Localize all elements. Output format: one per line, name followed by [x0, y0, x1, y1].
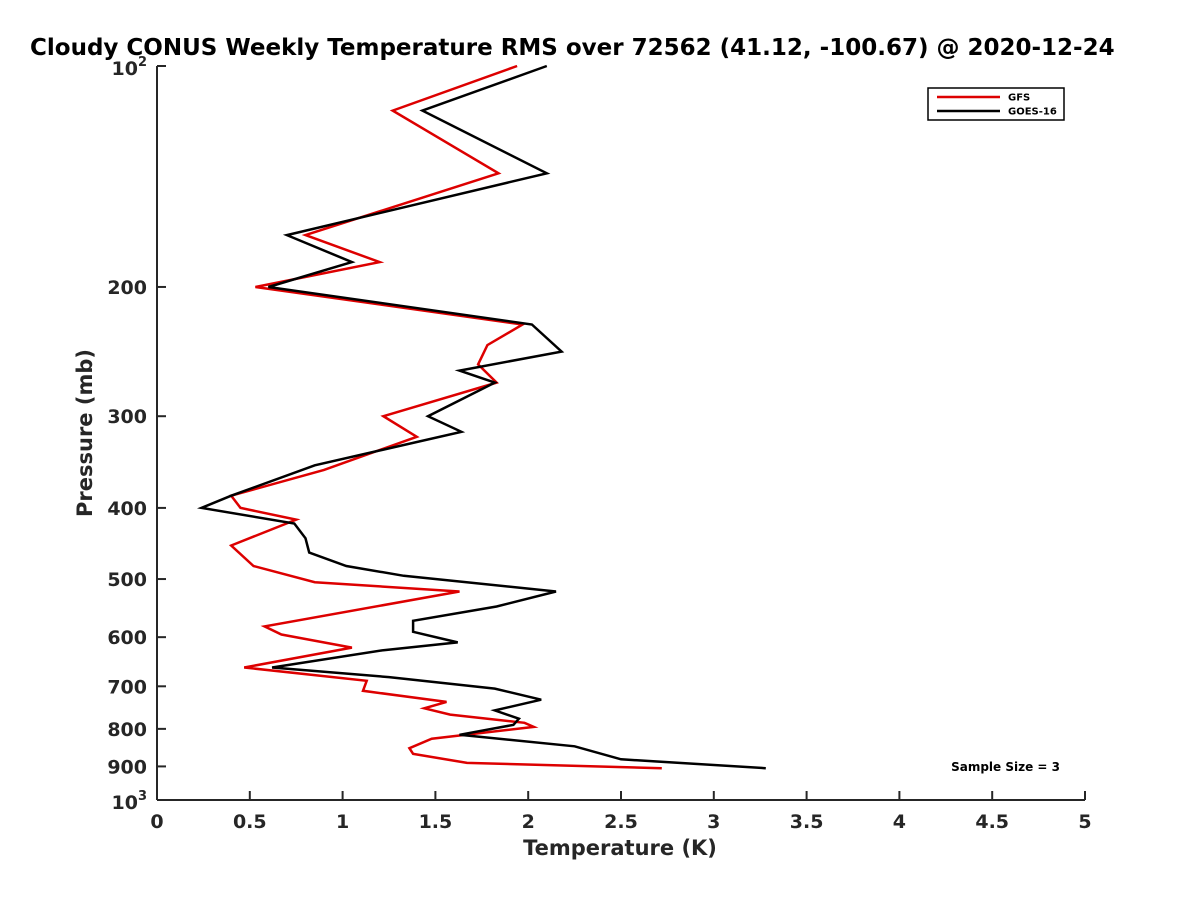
- x-axis-label: Temperature (K): [523, 836, 717, 860]
- axes: 0 0.5 1 1.5 2 2.5 3 3.5 4 4.5 5 200 300 400 500 600 700 8…: [107, 55, 1091, 833]
- y-tick-label: 500: [107, 569, 147, 591]
- y-tick-label: 300: [107, 406, 147, 428]
- x-tick-label: 4: [893, 811, 906, 833]
- sample-size-annotation: Sample Size = 3: [951, 760, 1060, 774]
- legend: GFS GOES-16: [927, 87, 1065, 121]
- y-tick-label: 102: [112, 55, 148, 80]
- series-line-goes-16: [196, 64, 766, 770]
- plot-area: [196, 64, 766, 770]
- tick-base: 10: [112, 58, 138, 80]
- x-tick-label: 0.5: [233, 811, 267, 833]
- series-line-gfs: [228, 64, 662, 770]
- x-tick-label: 0: [150, 811, 163, 833]
- y-tick-label: 200: [107, 277, 147, 299]
- legend-label: GOES-16: [1008, 107, 1057, 118]
- chart-title: Cloudy CONUS Weekly Temperature RMS over…: [30, 35, 1115, 61]
- x-tick-label: 3: [707, 811, 720, 833]
- y-tick-label: 900: [107, 756, 147, 778]
- y-axis-label: Pressure (mb): [73, 349, 97, 517]
- y-tick-label: 600: [107, 627, 147, 649]
- y-tick-label: 103: [112, 789, 148, 814]
- y-tick-label: 400: [107, 498, 147, 520]
- legend-label: GFS: [1008, 93, 1030, 104]
- x-tick-label: 3.5: [790, 811, 824, 833]
- y-tick-label: 700: [107, 676, 147, 698]
- tick-exponent: 3: [138, 789, 147, 804]
- legend-box: [927, 87, 1065, 121]
- y-tick-label: 800: [107, 719, 147, 741]
- x-tick-label: 4.5: [975, 811, 1009, 833]
- tick-base: 10: [112, 792, 138, 814]
- x-tick-label: 1.5: [419, 811, 453, 833]
- x-tick-label: 2.5: [604, 811, 638, 833]
- x-tick-label: 2: [522, 811, 535, 833]
- x-tick-label: 5: [1078, 811, 1091, 833]
- tick-exponent: 2: [138, 55, 147, 70]
- x-tick-label: 1: [336, 811, 349, 833]
